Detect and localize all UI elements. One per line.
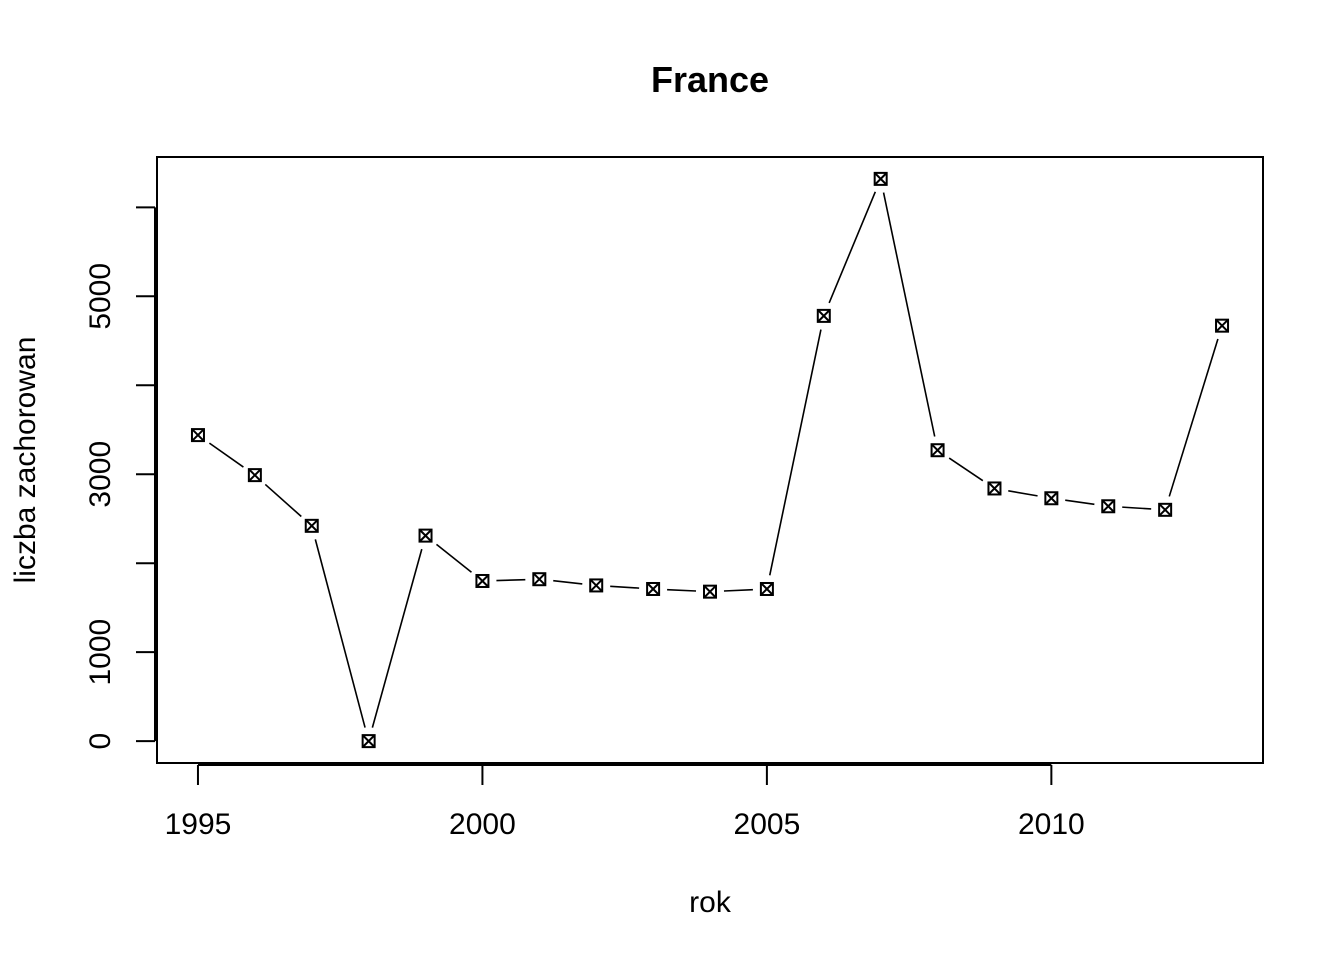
y-tick-label: 3000 [84, 441, 117, 508]
chart-title: France [651, 59, 769, 100]
y-tick-label: 1000 [84, 619, 117, 686]
y-tick-label: 5000 [84, 263, 117, 330]
x-tick-label: 2005 [734, 808, 801, 841]
series-points [190, 171, 1230, 749]
series-segment [948, 457, 984, 482]
data-point [190, 428, 205, 443]
x-tick-label: 2000 [449, 808, 516, 841]
series-segment [1065, 499, 1095, 506]
data-point [418, 528, 433, 543]
data-point [987, 481, 1002, 496]
series-segment [882, 192, 936, 437]
data-point [1158, 502, 1173, 517]
data-point [247, 468, 262, 483]
series-segment [553, 579, 583, 585]
series-segment [371, 548, 423, 728]
data-point [475, 573, 490, 588]
x-tick-label: 1995 [165, 808, 232, 841]
series-segment [264, 483, 302, 518]
series-segment [1008, 490, 1038, 497]
data-point [646, 581, 661, 596]
y-axis: 0 1000 3000 5000 [84, 206, 156, 750]
x-axis: 1995 2000 2005 2010 [165, 764, 1085, 841]
data-point [589, 578, 604, 593]
series-segment [768, 329, 822, 576]
series-segment [828, 191, 877, 304]
x-tick-label: 2010 [1018, 808, 1085, 841]
data-point [304, 518, 319, 533]
plot-frame [156, 156, 1264, 764]
data-point [759, 581, 774, 596]
y-tick-label: 0 [84, 733, 117, 750]
data-point [532, 572, 547, 587]
data-point [873, 171, 888, 186]
series-segment [723, 588, 753, 592]
data-point [361, 734, 376, 749]
series-segment [496, 578, 526, 582]
data-point [703, 584, 717, 599]
series-segment [208, 442, 244, 468]
series-segment [435, 543, 472, 573]
series-segment [667, 588, 697, 592]
x-axis-label: rok [689, 886, 732, 919]
series-segment [1122, 506, 1152, 510]
series-segment [1168, 338, 1219, 497]
data-point [816, 308, 831, 323]
series-line [208, 191, 1219, 728]
data-point [1101, 499, 1116, 514]
data-point [1215, 318, 1230, 333]
series-segment [610, 585, 640, 589]
data-point [930, 443, 945, 458]
y-axis-label: liczba zachorowan [9, 337, 42, 584]
series-segment [314, 539, 366, 728]
data-point [1044, 491, 1059, 506]
